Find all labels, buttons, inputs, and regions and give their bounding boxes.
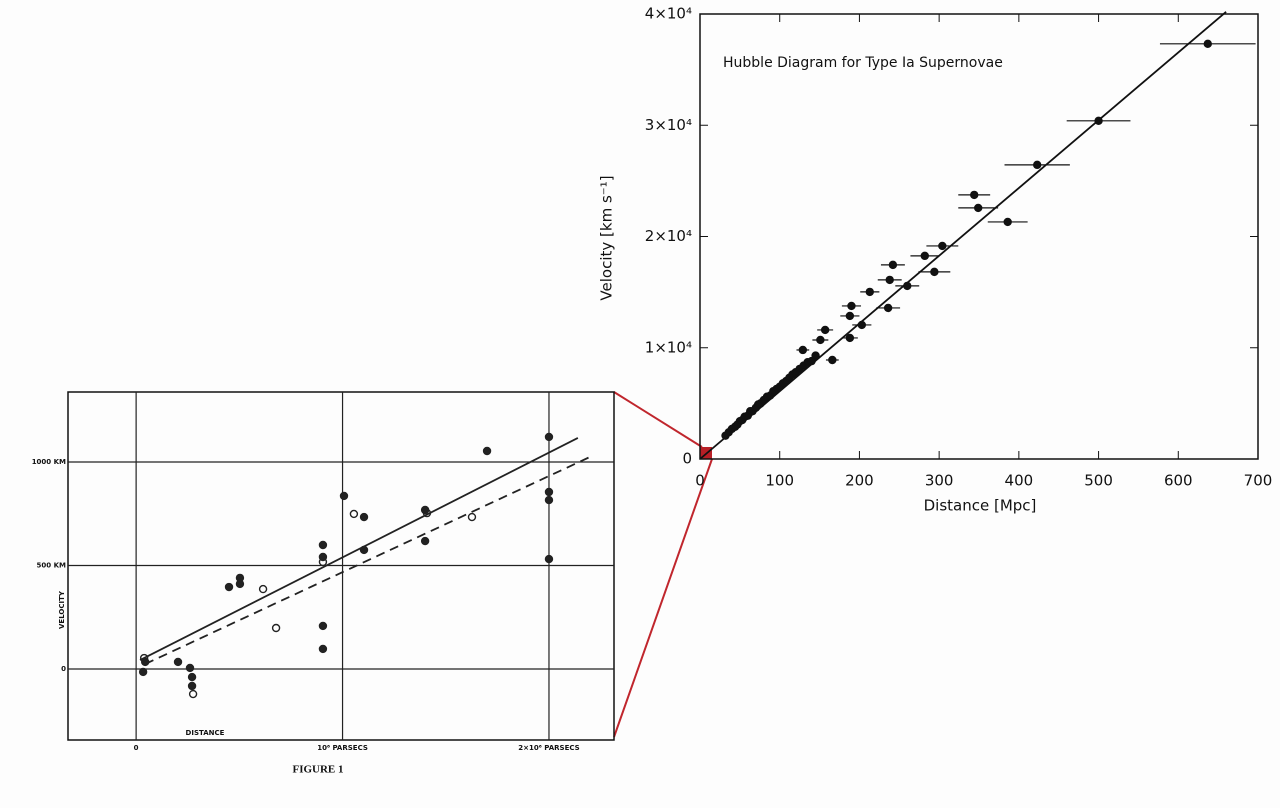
data-point — [318, 621, 328, 631]
data-point — [339, 491, 349, 501]
data-point — [845, 333, 855, 343]
y-tick-label: 1000 KM — [32, 458, 66, 466]
data-point — [820, 325, 830, 335]
x-tick-label: 400 — [1005, 472, 1034, 490]
x-tick-label: 2×10⁶ PARSECS — [518, 744, 579, 752]
data-point — [885, 275, 894, 285]
x-tick-label: 300 — [925, 472, 954, 490]
data-point — [467, 512, 477, 522]
data-point — [857, 320, 867, 330]
y-tick-label: 3×10⁴ — [645, 116, 692, 134]
data-point — [811, 351, 820, 360]
data-point — [224, 582, 234, 592]
data-point — [544, 554, 554, 564]
data-point — [235, 579, 245, 589]
data-point — [318, 644, 328, 654]
data-point — [865, 287, 874, 297]
data-point — [544, 495, 554, 505]
y-tick-label: 1×10⁴ — [645, 338, 692, 356]
data-point — [828, 355, 837, 365]
zoom-connector — [613, 458, 713, 738]
data-point — [482, 446, 492, 456]
data-point — [798, 345, 808, 355]
x-axis-label: Distance [Mpc] — [924, 497, 1037, 515]
data-point — [359, 512, 369, 522]
x-tick-label: 0 — [695, 472, 705, 490]
x-tick-label: 100 — [765, 472, 794, 490]
data-point — [359, 545, 369, 555]
data-point — [544, 487, 554, 497]
y-axis-label: VELOCITY — [58, 590, 66, 629]
x-tick-label: 10⁶ PARSECS — [317, 744, 368, 752]
data-point — [187, 681, 197, 691]
y-tick-label: 500 KM — [37, 561, 66, 569]
data-point — [173, 657, 183, 667]
y-axis-label: Velocity [km s⁻¹] — [598, 175, 616, 300]
chart-title: Hubble Diagram for Type Ia Supernovae — [723, 55, 1003, 71]
x-tick-label: 700 — [1244, 472, 1273, 490]
data-point — [970, 190, 979, 200]
y-tick-label: 2×10⁴ — [645, 227, 692, 245]
data-point — [1094, 116, 1103, 126]
data-point — [258, 584, 268, 594]
data-point — [816, 335, 825, 345]
data-point — [271, 623, 281, 633]
y-tick-label: 0 — [682, 450, 692, 468]
data-point — [845, 311, 855, 321]
x-tick-label: 0 — [134, 744, 139, 752]
data-point — [422, 508, 432, 518]
data-point — [1032, 160, 1042, 170]
data-point — [1203, 39, 1212, 49]
y-tick-label: 0 — [61, 665, 66, 673]
data-point — [807, 356, 816, 366]
data-point — [974, 203, 983, 213]
data-point — [138, 667, 148, 677]
x-tick-label: 600 — [1164, 472, 1193, 490]
data-point — [349, 509, 359, 519]
data-point — [544, 432, 554, 442]
data-point — [318, 557, 328, 567]
data-point — [318, 540, 328, 550]
data-point — [139, 653, 149, 663]
fit-line — [144, 456, 591, 665]
figure-caption: FIGURE 1 — [292, 764, 343, 776]
data-point — [1003, 217, 1012, 227]
data-point — [903, 281, 912, 291]
data-point — [938, 241, 947, 251]
data-point — [188, 689, 198, 699]
data-point — [920, 251, 929, 261]
x-tick-label: 500 — [1084, 472, 1113, 490]
x-tick-label: 200 — [845, 472, 874, 490]
zoom-connector — [613, 391, 703, 448]
data-point — [420, 536, 430, 546]
data-point — [883, 303, 893, 313]
data-point — [185, 663, 195, 673]
data-point — [888, 260, 898, 270]
x-axis-label: DISTANCE — [186, 729, 225, 737]
y-tick-label: 4×10⁴ — [645, 5, 692, 23]
data-point — [930, 267, 939, 277]
data-point — [187, 672, 197, 682]
data-point — [847, 301, 856, 311]
fit-line — [139, 437, 579, 661]
